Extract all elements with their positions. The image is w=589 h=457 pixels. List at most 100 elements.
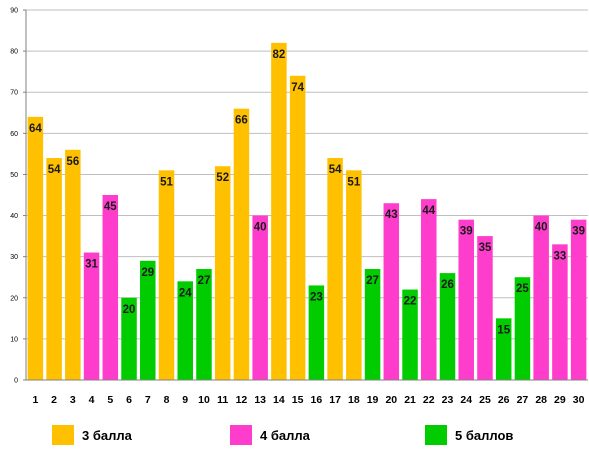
data-label: 33 <box>554 250 567 262</box>
bars <box>27 42 587 381</box>
legend-swatch-4 <box>230 425 252 445</box>
y-tick-label: 30 <box>10 254 18 261</box>
data-label: 43 <box>385 209 398 221</box>
x-tick-label: 1 <box>32 394 38 406</box>
data-label: 45 <box>104 201 117 213</box>
data-label: 66 <box>235 115 248 127</box>
bar <box>233 108 250 381</box>
x-tick-label: 7 <box>145 394 151 406</box>
data-label: 31 <box>85 259 98 271</box>
x-tick-label: 5 <box>107 394 113 406</box>
bar <box>458 219 474 380</box>
data-label: 54 <box>48 164 61 176</box>
x-axis: 1 2 3 4 5 6 7 8 9 10 11 12 13 14 15 16 17 18 19 20 21 22 23 24 2… <box>26 379 588 406</box>
data-labels: 64 54 56 31 45 20 29 51 24 27 52 66 40 82 74 23 54 51 27 43… <box>29 49 585 336</box>
bar <box>140 260 156 380</box>
data-label: 51 <box>160 176 173 188</box>
x-tick-label: 4 <box>89 394 95 406</box>
data-label: 23 <box>310 291 323 303</box>
x-tick-label: 28 <box>535 394 547 406</box>
bar <box>83 252 100 380</box>
x-tick-label: 19 <box>367 394 379 406</box>
x-tick-label: 16 <box>311 394 323 406</box>
bar <box>65 149 81 380</box>
x-tick-label: 23 <box>442 394 454 406</box>
x-tick-label: 8 <box>164 394 170 406</box>
x-tick-label: 12 <box>236 394 248 406</box>
bar <box>402 289 418 380</box>
grid-lines <box>26 9 588 381</box>
bar <box>252 215 268 380</box>
y-tick-label: 60 <box>10 131 18 138</box>
bar <box>271 42 287 381</box>
y-tick-label: 20 <box>10 295 18 302</box>
bar <box>27 116 44 380</box>
x-tick-label: 30 <box>573 394 585 406</box>
y-tick-label: 80 <box>10 49 18 56</box>
x-tick-label: 6 <box>126 394 132 406</box>
bar <box>533 215 549 380</box>
data-label: 52 <box>216 172 229 184</box>
bar <box>327 158 343 380</box>
data-label: 27 <box>198 275 211 287</box>
data-label: 54 <box>329 164 342 176</box>
bar <box>308 285 325 380</box>
x-tick-label: 3 <box>70 394 76 406</box>
y-tick-label: 10 <box>10 336 18 343</box>
data-label: 24 <box>179 287 192 299</box>
data-label: 44 <box>422 205 435 217</box>
x-tick-label: 27 <box>517 394 529 406</box>
x-tick-label: 17 <box>329 394 341 406</box>
x-tick-label: 10 <box>198 394 210 406</box>
bar <box>196 269 212 380</box>
bar <box>514 277 531 380</box>
bar <box>121 297 137 380</box>
x-tick-label: 18 <box>348 394 360 406</box>
data-label: 20 <box>123 304 136 316</box>
legend-label-5: 5 баллов <box>455 427 514 443</box>
bar <box>495 318 512 380</box>
data-label: 82 <box>273 49 286 61</box>
bar <box>570 219 587 380</box>
x-tick-label: 15 <box>292 394 304 406</box>
x-tick-label: 29 <box>554 394 566 406</box>
legend-swatch-5 <box>425 425 447 445</box>
data-label: 51 <box>347 176 360 188</box>
legend-swatch-3 <box>52 425 74 445</box>
bar <box>477 236 493 380</box>
legend-item-4: 4 балла <box>230 423 310 447</box>
x-tick-label: 2 <box>51 394 57 406</box>
data-label: 56 <box>66 156 79 168</box>
bar <box>46 158 62 380</box>
bar <box>383 203 400 380</box>
x-tick-label: 11 <box>217 394 228 406</box>
bar <box>214 166 231 380</box>
y-tick-label: 90 <box>10 8 18 15</box>
legend-item-5: 5 баллов <box>425 423 513 447</box>
data-label: 26 <box>441 279 454 291</box>
data-label: 25 <box>516 283 529 295</box>
x-tick-label: 22 <box>423 394 435 406</box>
data-label: 35 <box>479 242 492 254</box>
x-tick-label: 25 <box>479 394 491 406</box>
data-label: 40 <box>254 222 267 234</box>
x-tick-label: 13 <box>254 394 266 406</box>
y-tick-label: 50 <box>10 172 18 179</box>
x-tick-label: 21 <box>404 394 416 406</box>
y-tick-label: 40 <box>10 213 18 220</box>
data-label: 74 <box>291 82 304 94</box>
bar <box>421 199 437 380</box>
y-tick-label: 0 <box>14 378 18 385</box>
bar <box>177 281 193 380</box>
bar <box>346 170 362 380</box>
bar <box>552 244 568 380</box>
data-label: 39 <box>572 226 585 238</box>
data-label: 64 <box>29 123 42 135</box>
x-tick-label: 26 <box>498 394 510 406</box>
bar <box>102 195 119 380</box>
y-axis: 0 10 20 30 40 50 60 70 80 90 <box>10 8 27 385</box>
bar <box>158 170 175 380</box>
data-label: 39 <box>460 226 473 238</box>
legend-item-3: 3 балла <box>52 423 132 447</box>
